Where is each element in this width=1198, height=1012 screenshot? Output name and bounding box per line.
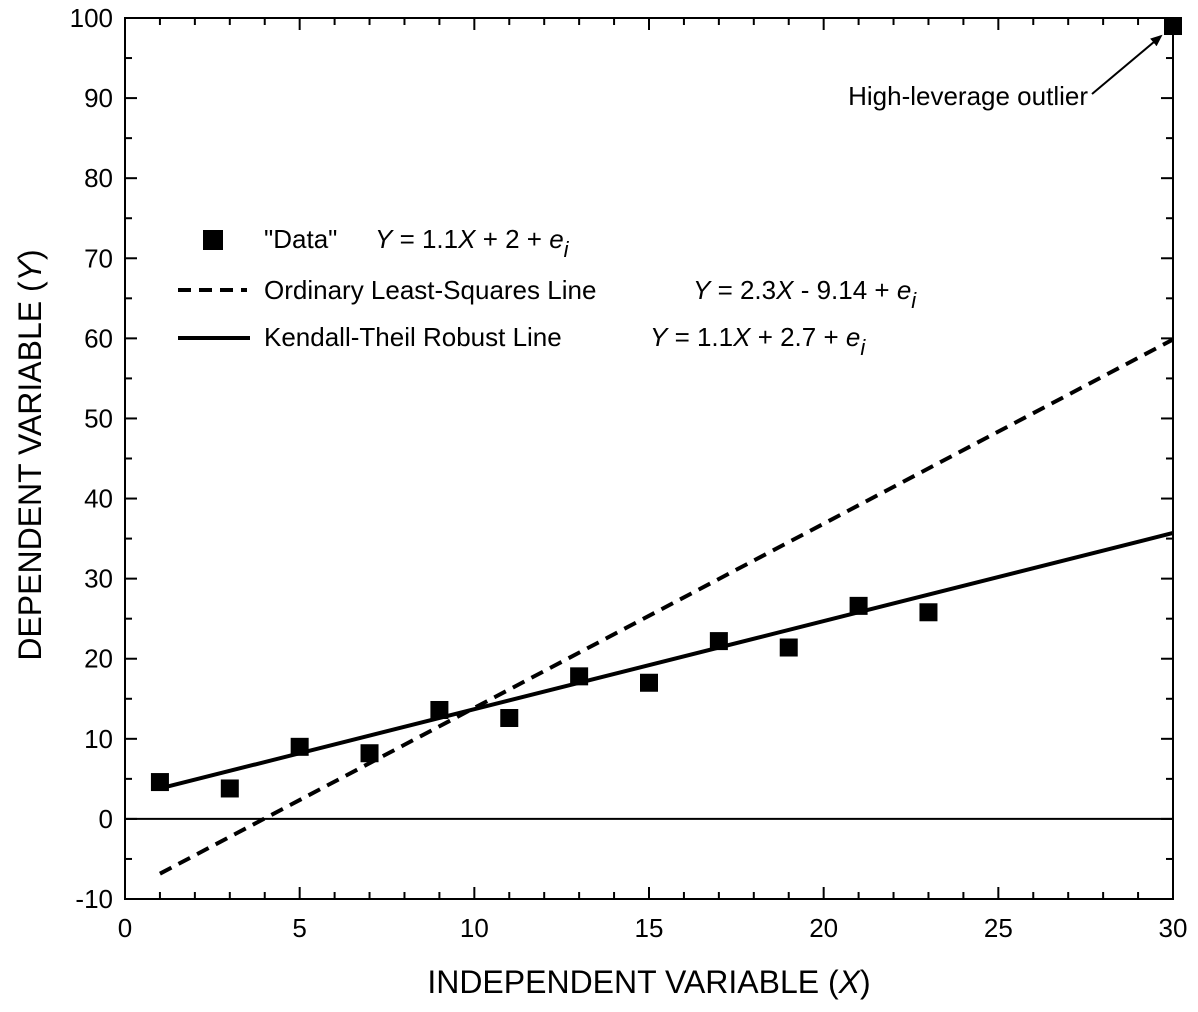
ols-line bbox=[159, 337, 1174, 876]
legend-equation-ols: Y = 2.3X - 9.14 + ei bbox=[693, 275, 917, 313]
axis-ticks-group bbox=[124, 17, 1174, 900]
data-point bbox=[779, 638, 798, 657]
outlier-annotation-arrow bbox=[1091, 34, 1163, 95]
y-tick-label: 50 bbox=[84, 403, 113, 433]
legend: "Data" Y = 1.1X + 2 + ei Ordinary Least-… bbox=[178, 224, 917, 360]
legend-equation-kt: Y = 1.1X + 2.7 + ei bbox=[650, 322, 866, 360]
legend-equation-data: Y = 1.1X + 2 + ei bbox=[375, 224, 570, 262]
data-point bbox=[570, 667, 589, 686]
y-tick-label: 60 bbox=[84, 323, 113, 353]
outlier-annotation-label: High-leverage outlier bbox=[848, 81, 1088, 111]
x-tick-label: 5 bbox=[292, 913, 306, 943]
x-tick-label: 25 bbox=[984, 913, 1013, 943]
x-tick-label: 15 bbox=[635, 913, 664, 943]
data-point bbox=[640, 673, 658, 692]
y-tick-label: 100 bbox=[70, 3, 113, 33]
x-axis-title: INDEPENDENT VARIABLE (X) bbox=[427, 964, 870, 1000]
legend-label-ols: Ordinary Least-Squares Line bbox=[264, 275, 596, 305]
y-tick-label: 10 bbox=[84, 724, 113, 754]
data-point bbox=[500, 708, 519, 727]
data-point bbox=[430, 700, 449, 719]
kendall-theil-line bbox=[159, 531, 1174, 791]
y-tick-label: 70 bbox=[84, 243, 113, 273]
plot-frame bbox=[124, 17, 1174, 900]
x-tick-label: 20 bbox=[809, 913, 838, 943]
y-axis-title: DEPENDENT VARIABLE (Y) bbox=[12, 249, 48, 660]
data-point bbox=[849, 596, 868, 615]
data-point bbox=[709, 632, 728, 651]
legend-label-data: "Data" bbox=[264, 224, 337, 254]
series-group bbox=[159, 337, 1174, 876]
y-tick-label: 20 bbox=[84, 644, 113, 674]
data-point bbox=[360, 744, 379, 763]
data-point bbox=[290, 737, 309, 756]
y-tick-label: 80 bbox=[84, 163, 113, 193]
data-points-group bbox=[150, 17, 1182, 798]
y-tick-label: -10 bbox=[75, 884, 113, 914]
legend-marker-data bbox=[203, 230, 223, 250]
data-point bbox=[150, 773, 169, 792]
y-tick-label: 0 bbox=[99, 804, 113, 834]
x-tick-label: 10 bbox=[460, 913, 489, 943]
x-tick-label: 0 bbox=[118, 913, 132, 943]
legend-label-kt: Kendall-Theil Robust Line bbox=[264, 322, 562, 352]
x-tick-label: 30 bbox=[1159, 913, 1188, 943]
data-point bbox=[220, 779, 239, 798]
y-tick-label: 30 bbox=[84, 564, 113, 594]
y-tick-label: 90 bbox=[84, 83, 113, 113]
y-tick-label: 40 bbox=[84, 484, 113, 514]
data-point bbox=[919, 603, 938, 622]
